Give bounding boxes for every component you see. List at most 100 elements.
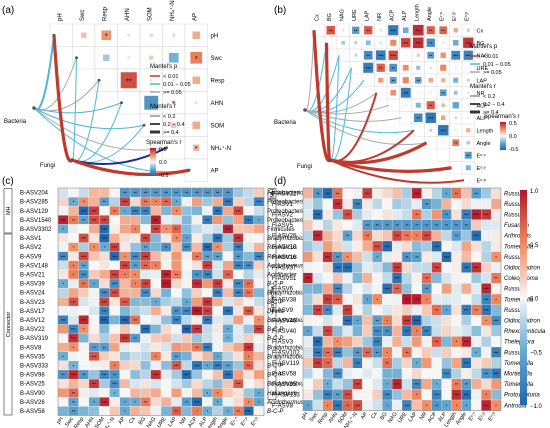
heatmap-cell	[467, 116, 470, 119]
heatmap-cell	[372, 209, 383, 220]
heatmap-cell	[191, 215, 203, 225]
significance-star: *	[73, 245, 75, 250]
heatmap-cell	[411, 240, 422, 252]
heatmap-cell	[171, 251, 182, 261]
significance-star: **	[435, 403, 439, 408]
heatmap-cell	[429, 66, 432, 69]
heatmap-cell	[109, 324, 120, 334]
row-taxon-label: Dyella	[267, 309, 284, 315]
heatmap-cell	[401, 336, 413, 348]
heatmap-cell	[451, 251, 462, 263]
significance-star: **	[386, 329, 390, 334]
row-label: NH₄⁺-N	[211, 145, 232, 152]
significance-star: ***	[112, 291, 117, 296]
heatmap-cell	[99, 278, 110, 289]
significance-star: *	[217, 245, 219, 250]
heatmap-cell	[243, 333, 254, 343]
heatmap-cell	[192, 31, 200, 39]
heatmap-cell	[471, 399, 482, 411]
col-label: NAG	[387, 411, 399, 424]
row-id-label: B-ASV26	[20, 400, 45, 406]
heatmap-cell	[150, 315, 162, 325]
panel-c-bacteria-heatmap: ** ** ** ** ** ** ** ** ** ** *** * ** *** ** * ** * *** **…	[3, 187, 309, 428]
heatmap-cell	[312, 240, 323, 252]
significance-star: ***	[205, 345, 210, 350]
heatmap-cell	[253, 306, 265, 316]
mantel-link	[304, 92, 377, 114]
colorbar-tick: 0.5	[509, 121, 517, 127]
significance-star: ***	[335, 403, 340, 408]
row-taxon-label: B-C-P	[267, 409, 283, 415]
significance-star: **	[425, 223, 429, 228]
heatmap-cell	[160, 342, 172, 352]
group-label: MH	[270, 189, 276, 198]
heatmap-cell	[119, 233, 131, 243]
significance-star: **	[386, 223, 390, 228]
significance-star: ***	[81, 254, 86, 259]
heatmap-cell	[302, 389, 314, 401]
heatmap-cell	[129, 324, 141, 334]
heatmap-cell	[391, 368, 403, 379]
heatmap-cell	[202, 369, 213, 380]
legend-title: Mantel's p	[470, 44, 498, 50]
heatmap-cell	[243, 242, 254, 252]
heatmap-cell	[378, 77, 384, 83]
heatmap-cell	[181, 251, 193, 261]
significance-star: *	[248, 400, 250, 405]
col-label: Angle	[455, 411, 468, 426]
heatmap-cell	[481, 230, 492, 242]
significance-star: ***	[345, 319, 350, 324]
col-label: Eᶜ:ᵖ	[240, 416, 250, 427]
heatmap-cell	[68, 224, 79, 234]
heatmap-cell	[382, 293, 393, 305]
significance-star: **	[415, 213, 419, 218]
heatmap-cell	[140, 388, 151, 398]
heatmap-cell	[413, 113, 423, 123]
row-id-label: B-ASV98	[20, 373, 45, 379]
significance-star: *	[124, 400, 126, 405]
heatmap-cell	[312, 368, 323, 379]
significance-star: **	[366, 53, 370, 58]
row-id-label: F-ASV119	[272, 361, 300, 367]
heatmap-cell	[99, 187, 110, 198]
heatmap-cell	[78, 242, 90, 252]
heatmap-cell	[411, 198, 422, 210]
significance-star: **	[144, 263, 148, 268]
significance-star: *	[386, 319, 388, 324]
row-taxon-label: B-C-P	[267, 373, 283, 379]
row-id-label: B-ASV319	[20, 336, 49, 342]
col-label: Eⁿ:ᵖ	[249, 416, 260, 428]
heatmap-cell	[471, 251, 482, 263]
heatmap-cell	[191, 242, 203, 252]
heatmap-cell	[451, 198, 462, 210]
significance-star: ***	[184, 373, 189, 378]
heatmap-cell	[481, 240, 492, 252]
row-id-label: B-ASV39	[20, 282, 45, 288]
heatmap-cell	[88, 360, 100, 371]
significance-star: ***	[395, 266, 400, 271]
heatmap-cell	[421, 389, 432, 401]
col-label: NR	[377, 13, 383, 21]
heatmap-cell	[453, 28, 458, 33]
heatmap-cell	[243, 224, 254, 234]
heatmap-cell	[253, 233, 265, 243]
panel-b-mantel-heatmap: Cx BG NAG URE LAP NR ACP ALP Length Angle Eᶜ:ⁿ Eᶜ:ᵖ…	[274, 4, 520, 187]
significance-star: **	[216, 191, 220, 196]
heatmap-cell	[129, 242, 141, 252]
heatmap-cell	[467, 91, 470, 94]
significance-star: **	[379, 66, 383, 71]
significance-star: *	[217, 354, 219, 359]
heatmap-cell	[411, 262, 422, 273]
row-taxon-label: Tomentella	[504, 382, 534, 388]
heatmap-cell	[109, 233, 120, 243]
row-taxon-label: Russula	[504, 350, 526, 356]
row-taxon-label: Russula	[504, 191, 526, 197]
heatmap-cell	[222, 287, 234, 298]
significance-star: ***	[102, 309, 107, 314]
row-taxon-label: Russula	[504, 202, 526, 208]
heatmap-cell	[401, 368, 413, 379]
significance-star: *	[93, 400, 95, 405]
heatmap-cell	[389, 63, 398, 72]
heatmap-cell	[391, 251, 403, 263]
heatmap-cell	[232, 360, 244, 371]
